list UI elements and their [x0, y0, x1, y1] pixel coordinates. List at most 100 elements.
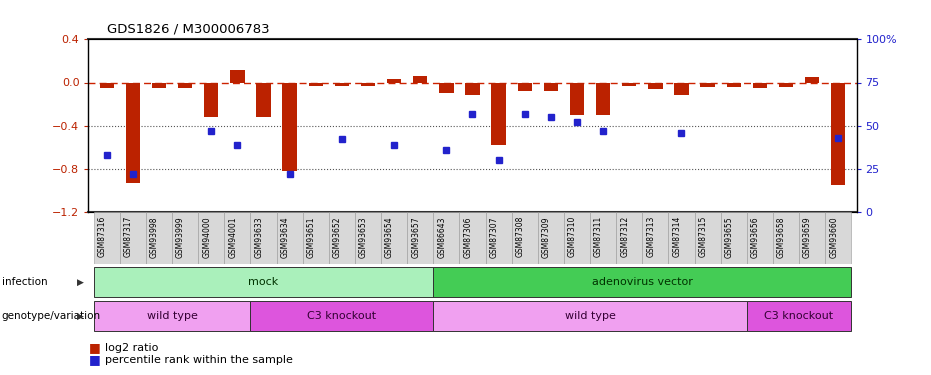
Bar: [413, 76, 427, 82]
Bar: [198, 212, 224, 264]
Text: GSM93653: GSM93653: [359, 216, 368, 258]
Bar: [282, 82, 297, 171]
Text: GSM87317: GSM87317: [124, 216, 133, 258]
Text: GSM87314: GSM87314: [672, 216, 681, 258]
Bar: [146, 212, 172, 264]
Bar: [433, 212, 459, 264]
Bar: [439, 82, 453, 93]
Text: GSM93658: GSM93658: [777, 216, 786, 258]
Bar: [570, 82, 584, 115]
Bar: [94, 212, 120, 264]
Text: GSM87308: GSM87308: [516, 216, 525, 258]
Bar: [381, 212, 407, 264]
Text: ■: ■: [88, 354, 101, 366]
Text: GSM93660: GSM93660: [830, 216, 838, 258]
Text: GSM86643: GSM86643: [438, 216, 446, 258]
Bar: [773, 212, 799, 264]
Bar: [512, 212, 538, 264]
Text: GSM93634: GSM93634: [280, 216, 290, 258]
Bar: [747, 301, 851, 331]
Text: GSM93654: GSM93654: [385, 216, 394, 258]
Bar: [695, 212, 721, 264]
Text: ▶: ▶: [77, 278, 84, 286]
Bar: [407, 212, 433, 264]
Bar: [250, 301, 433, 331]
Bar: [178, 82, 193, 88]
Text: GSM93655: GSM93655: [724, 216, 734, 258]
Bar: [355, 212, 381, 264]
Text: GSM93651: GSM93651: [306, 216, 316, 258]
Bar: [204, 82, 219, 117]
Bar: [334, 82, 349, 86]
Bar: [361, 82, 375, 86]
Text: GSM93999: GSM93999: [176, 216, 185, 258]
Text: percentile rank within the sample: percentile rank within the sample: [105, 355, 293, 365]
Text: GSM93633: GSM93633: [254, 216, 263, 258]
Bar: [466, 82, 479, 96]
Text: GSM87316: GSM87316: [98, 216, 107, 258]
Bar: [277, 212, 303, 264]
Bar: [256, 82, 271, 117]
Bar: [779, 82, 793, 87]
Bar: [433, 301, 747, 331]
Text: adenovirus vector: adenovirus vector: [592, 277, 693, 287]
Text: wild type: wild type: [564, 311, 615, 321]
Bar: [648, 82, 663, 89]
Text: GSM94000: GSM94000: [202, 216, 211, 258]
Text: GSM87307: GSM87307: [490, 216, 499, 258]
Bar: [492, 82, 506, 145]
Text: log2 ratio: log2 ratio: [105, 343, 158, 353]
Bar: [747, 212, 773, 264]
Bar: [100, 82, 114, 88]
Bar: [126, 82, 140, 183]
Bar: [668, 212, 695, 264]
Bar: [596, 82, 611, 115]
Bar: [120, 212, 146, 264]
Bar: [726, 82, 741, 87]
Bar: [459, 212, 486, 264]
Text: mock: mock: [249, 277, 278, 287]
Bar: [538, 212, 564, 264]
Text: infection: infection: [2, 277, 47, 287]
Bar: [224, 212, 250, 264]
Bar: [825, 212, 851, 264]
Bar: [564, 212, 590, 264]
Text: GSM93998: GSM93998: [150, 216, 159, 258]
Bar: [642, 212, 668, 264]
Text: GSM93656: GSM93656: [751, 216, 760, 258]
Text: C3 knockout: C3 knockout: [764, 311, 833, 321]
Bar: [433, 267, 851, 297]
Bar: [387, 79, 401, 82]
Bar: [544, 82, 558, 91]
Text: GSM87312: GSM87312: [620, 216, 629, 257]
Text: GSM93657: GSM93657: [412, 216, 420, 258]
Bar: [752, 82, 767, 88]
Bar: [94, 301, 250, 331]
Bar: [152, 82, 166, 88]
Text: GSM87311: GSM87311: [594, 216, 603, 257]
Text: wild type: wild type: [146, 311, 197, 321]
Text: genotype/variation: genotype/variation: [2, 311, 101, 321]
Bar: [94, 267, 433, 297]
Text: GSM87315: GSM87315: [698, 216, 708, 258]
Text: GSM87309: GSM87309: [542, 216, 551, 258]
Bar: [308, 82, 323, 86]
Text: GSM93659: GSM93659: [803, 216, 812, 258]
Bar: [674, 82, 689, 96]
Bar: [805, 77, 819, 82]
Bar: [799, 212, 825, 264]
Bar: [518, 82, 532, 91]
Bar: [590, 212, 616, 264]
Bar: [700, 82, 715, 87]
Text: GSM93652: GSM93652: [333, 216, 342, 258]
Text: GSM87310: GSM87310: [568, 216, 577, 258]
Text: GSM87313: GSM87313: [646, 216, 655, 258]
Text: ▶: ▶: [77, 311, 84, 320]
Text: ■: ■: [88, 342, 101, 354]
Bar: [172, 212, 198, 264]
Bar: [303, 212, 329, 264]
Bar: [486, 212, 512, 264]
Text: C3 knockout: C3 knockout: [307, 311, 376, 321]
Bar: [230, 70, 245, 82]
Text: GSM87306: GSM87306: [464, 216, 472, 258]
